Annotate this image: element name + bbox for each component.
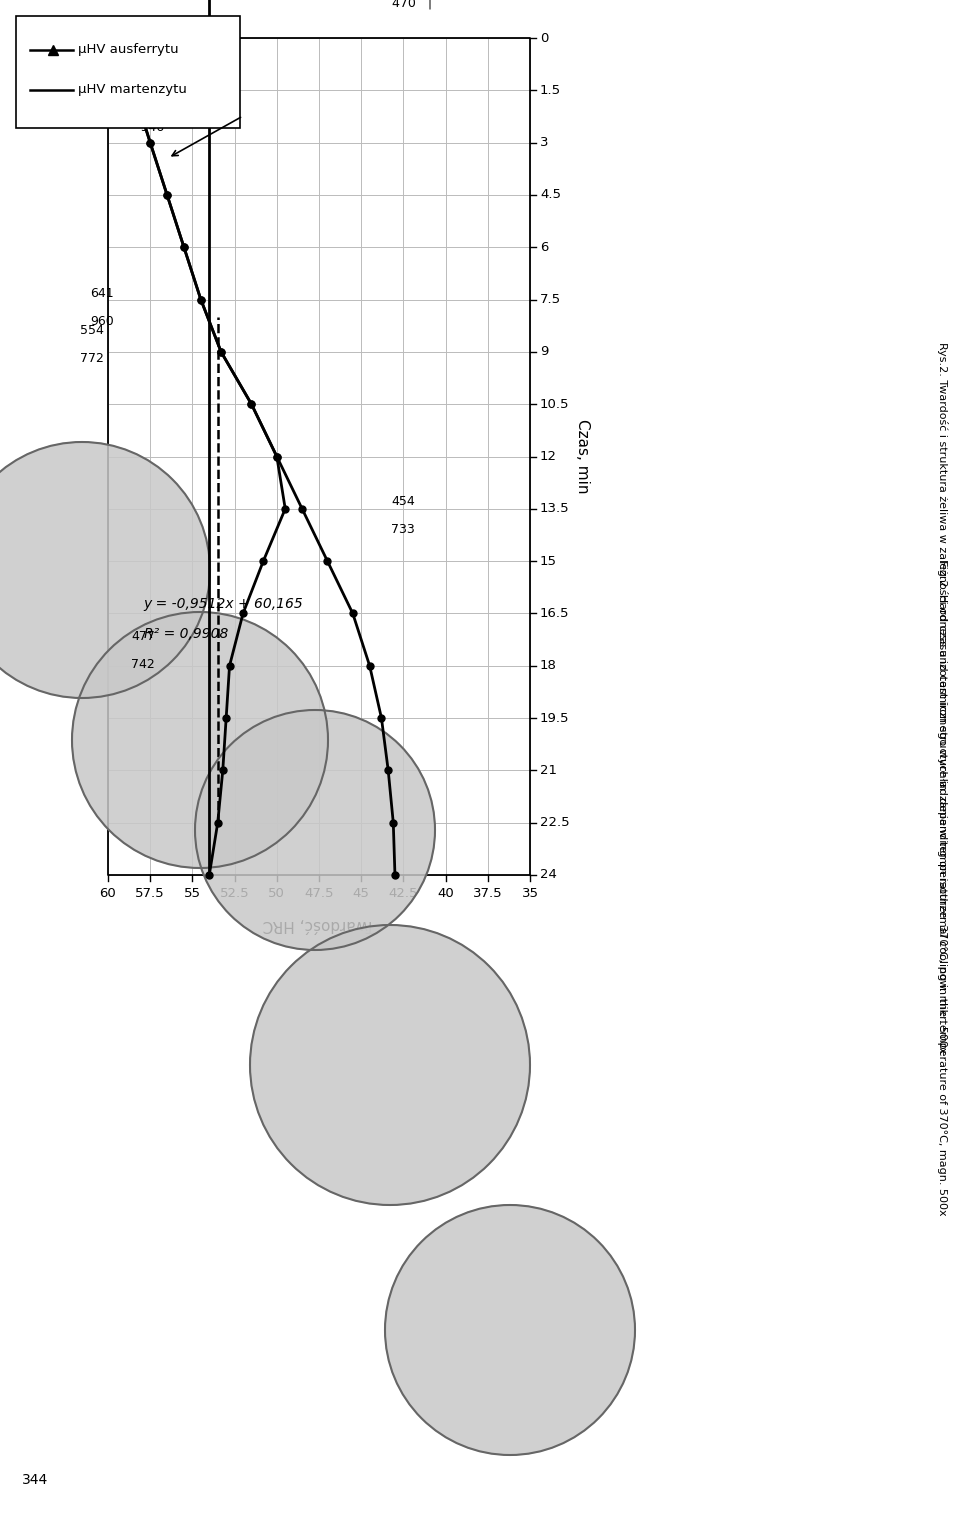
Text: 6: 6 xyxy=(540,241,548,253)
Text: Twardość, HRC: Twardość, HRC xyxy=(263,917,375,932)
Text: 52.5: 52.5 xyxy=(220,886,250,900)
Text: 37.5: 37.5 xyxy=(473,886,503,900)
Text: 477: 477 xyxy=(132,630,155,644)
Text: 40: 40 xyxy=(437,886,454,900)
Text: 15: 15 xyxy=(540,554,557,568)
Circle shape xyxy=(250,926,530,1204)
Text: 47.5: 47.5 xyxy=(304,886,334,900)
Text: 772: 772 xyxy=(81,351,105,365)
Text: 733: 733 xyxy=(391,524,415,536)
Text: 454: 454 xyxy=(391,495,415,509)
Text: 35: 35 xyxy=(521,886,539,900)
Text: 742: 742 xyxy=(132,659,155,671)
Text: μHV ausferrytu: μHV ausferrytu xyxy=(78,44,179,56)
Text: 3: 3 xyxy=(540,136,548,148)
Circle shape xyxy=(72,612,328,868)
Text: 10.5: 10.5 xyxy=(540,397,569,411)
Text: 554: 554 xyxy=(81,324,105,336)
Text: μHV martenzytu: μHV martenzytu xyxy=(78,83,187,97)
Circle shape xyxy=(385,1204,635,1454)
Circle shape xyxy=(0,442,210,698)
Text: Fig.2. Hardness and cast iron structure in  depending on isothermal cooling in t: Fig.2. Hardness and cast iron structure … xyxy=(937,559,947,1215)
Text: Czas, min: Czas, min xyxy=(574,420,589,494)
Text: 12: 12 xyxy=(540,450,557,464)
Text: 641: 641 xyxy=(90,286,114,300)
Text: 0: 0 xyxy=(540,32,548,44)
FancyBboxPatch shape xyxy=(16,17,240,127)
Text: 9: 9 xyxy=(540,345,548,359)
Text: Rys.2. Twardość i struktura żeliwa w zależności od czasu izotermicznego wychładz: Rys.2. Twardość i struktura żeliwa w zal… xyxy=(937,342,948,1053)
Text: —  946: — 946 xyxy=(120,121,164,135)
Text: 344: 344 xyxy=(22,1473,48,1488)
Text: 60: 60 xyxy=(100,886,116,900)
Text: 57.5: 57.5 xyxy=(135,886,165,900)
Circle shape xyxy=(195,711,435,950)
Text: 470   |: 470 | xyxy=(392,0,432,9)
Text: 16.5: 16.5 xyxy=(540,608,569,620)
Text: 13.5: 13.5 xyxy=(540,503,569,515)
Text: 24: 24 xyxy=(540,868,557,882)
Text: 55: 55 xyxy=(184,886,201,900)
Text: R² = 0,9908: R² = 0,9908 xyxy=(144,627,228,641)
Text: 19.5: 19.5 xyxy=(540,712,569,724)
Text: 18: 18 xyxy=(540,659,557,673)
Text: 960: 960 xyxy=(90,315,114,327)
Text: 1.5: 1.5 xyxy=(540,83,562,97)
Text: 50: 50 xyxy=(269,886,285,900)
Text: 21: 21 xyxy=(540,764,557,777)
Text: 4.5: 4.5 xyxy=(540,188,561,201)
Text: 7.5: 7.5 xyxy=(540,292,562,306)
Text: 45: 45 xyxy=(352,886,370,900)
Text: 22.5: 22.5 xyxy=(540,817,569,829)
Text: y = -0,9512x + 60,165: y = -0,9512x + 60,165 xyxy=(144,597,303,611)
Text: 42.5: 42.5 xyxy=(389,886,419,900)
